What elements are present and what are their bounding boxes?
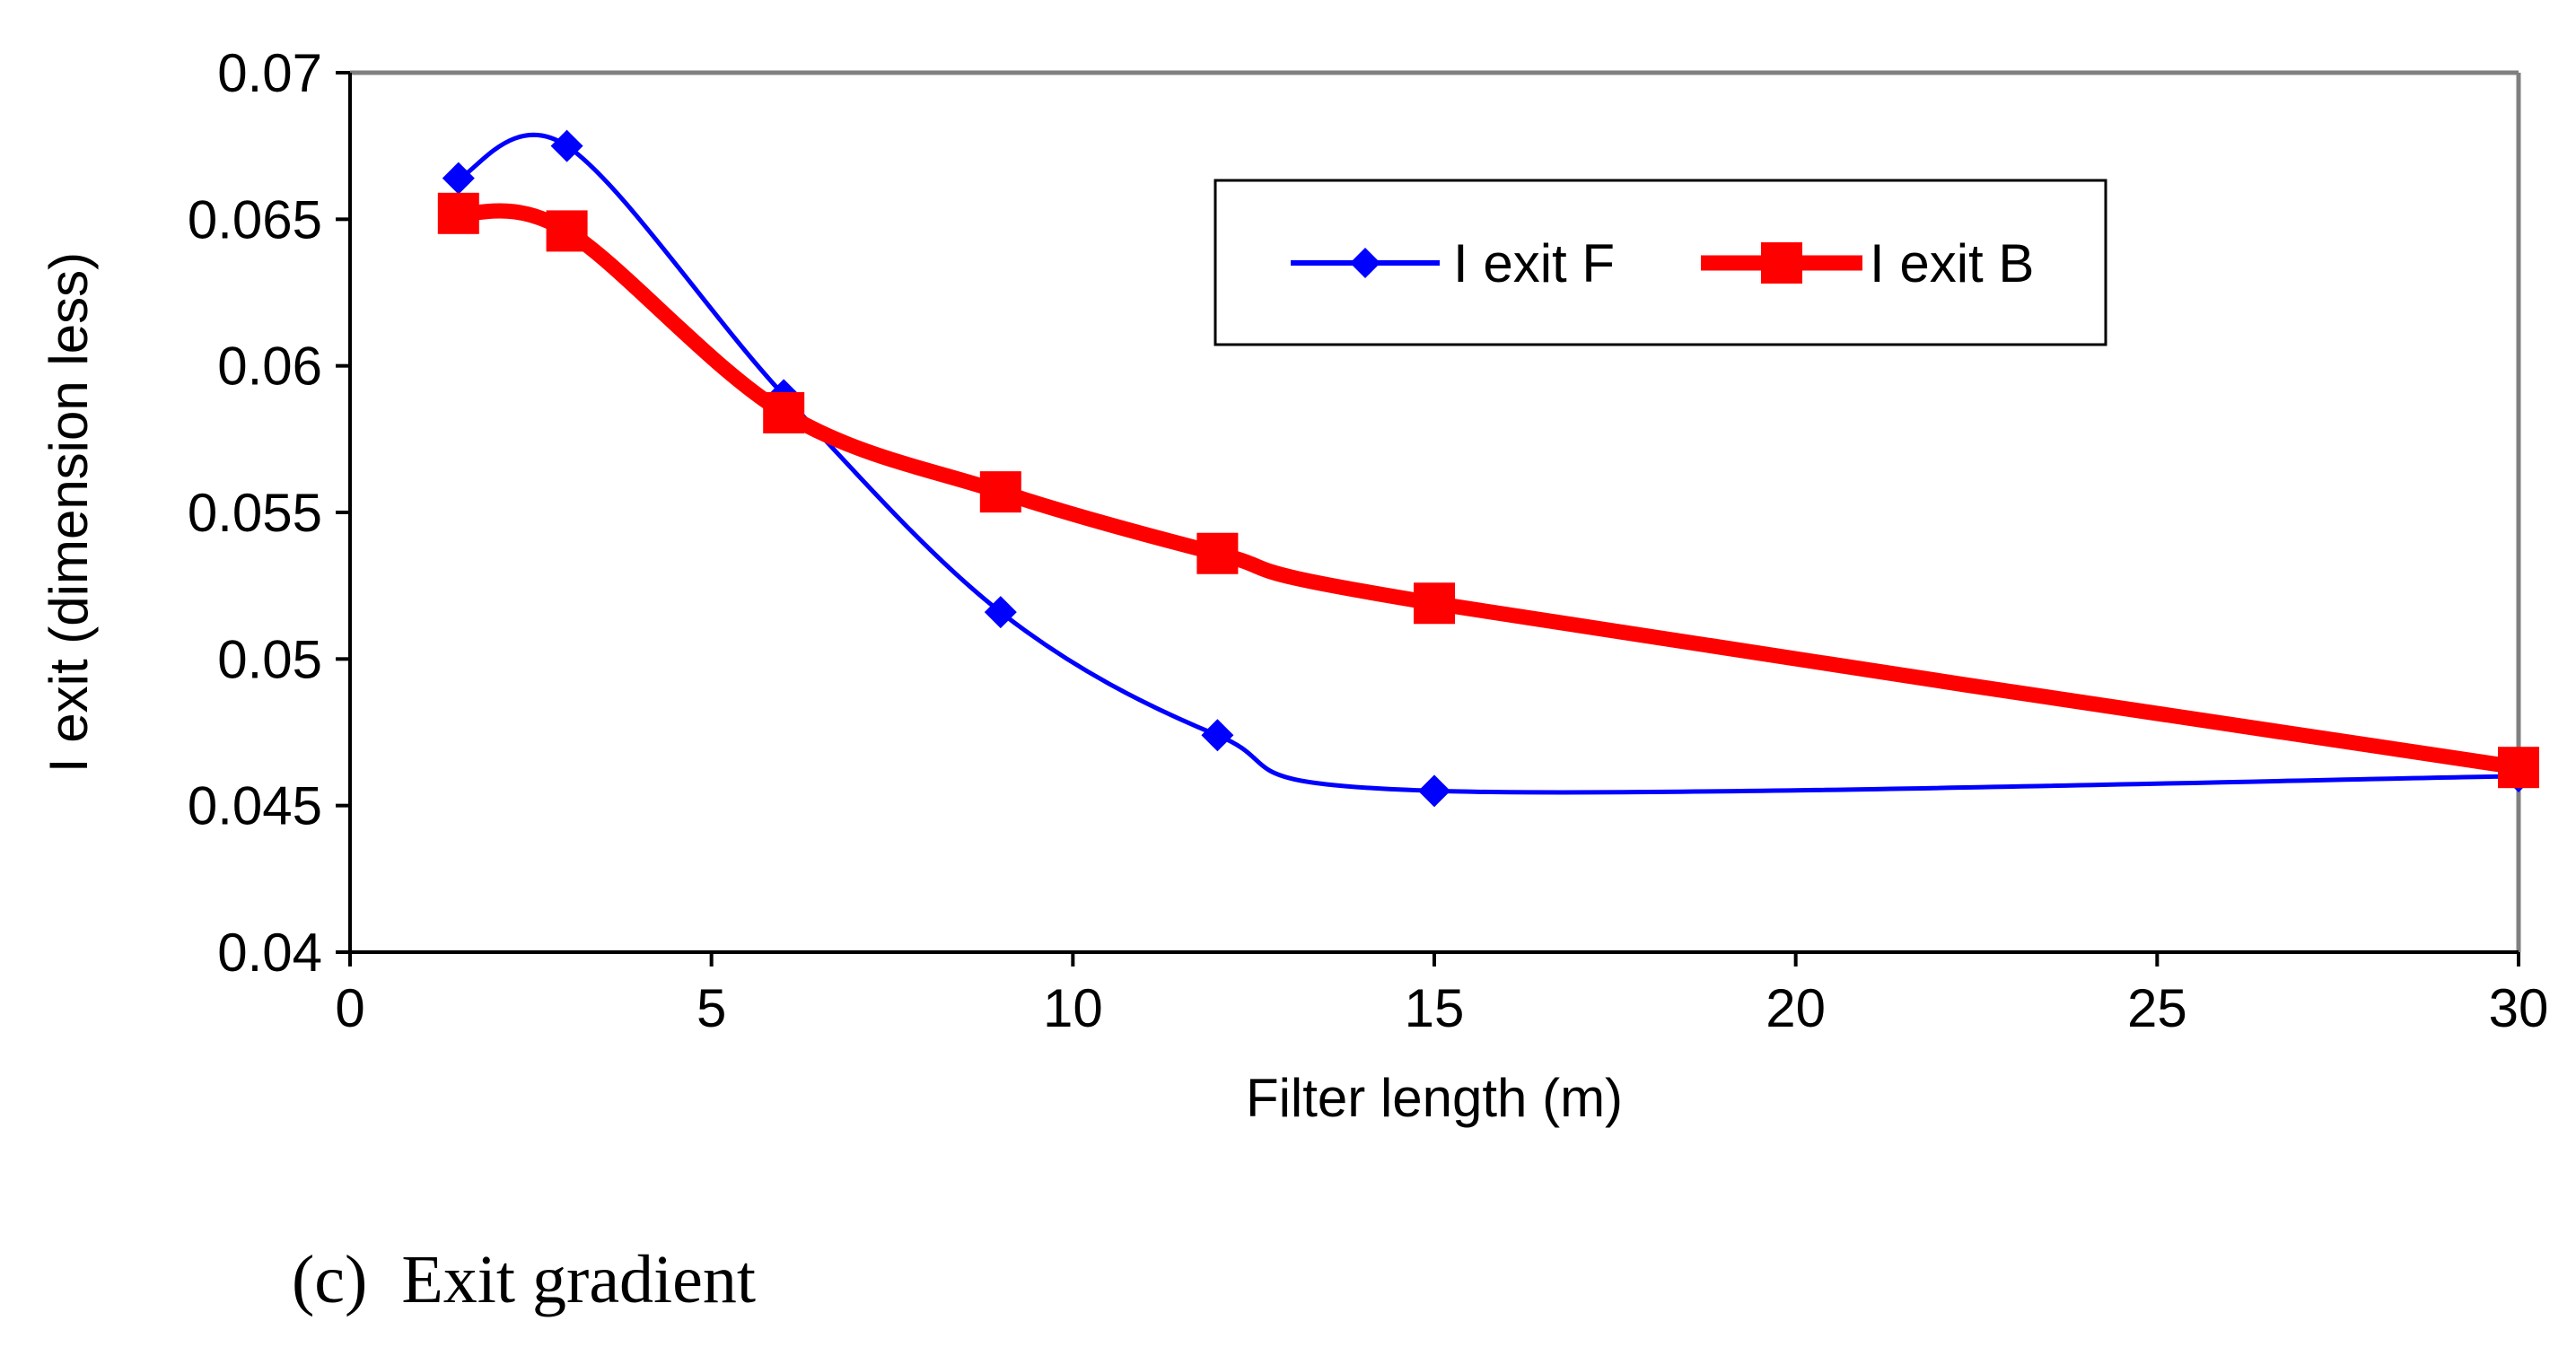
data-point-i-exit-f	[442, 162, 475, 195]
data-point-i-exit-f	[550, 129, 583, 162]
y-tick-label: 0.055	[188, 483, 322, 543]
figure-caption: (c) Exit gradient	[292, 1242, 756, 1317]
legend-entry-i-exit-f: I exit F	[1291, 233, 1615, 293]
x-tick-label: 15	[1405, 978, 1465, 1038]
y-tick-label: 0.065	[188, 189, 322, 249]
y-tick-label: 0.045	[188, 776, 322, 836]
legend-marker-i-exit-f	[1350, 248, 1380, 278]
y-axis-title: I exit (dimension less)	[39, 252, 99, 773]
x-axis-ticks: 0 5 10 15 20 25 30	[335, 952, 2548, 1038]
data-point-i-exit-b	[2498, 747, 2539, 789]
series-line-i-exit-b	[451, 203, 2527, 775]
data-point-i-exit-b	[437, 192, 479, 234]
legend: I exit F I exit B	[1214, 179, 2107, 346]
data-point-i-exit-b	[1196, 532, 1239, 574]
series-line-i-exit-f	[456, 132, 2521, 795]
data-point-i-exit-b	[1414, 582, 1455, 625]
series-layer	[437, 129, 2539, 808]
x-tick-label: 25	[2127, 978, 2187, 1038]
legend-label-i-exit-f: I exit F	[1453, 233, 1615, 293]
x-tick-label: 20	[1766, 978, 1826, 1038]
legend-label-i-exit-b: I exit B	[1870, 233, 2034, 293]
y-axis-ticks: 0.04 0.045 0.05 0.055 0.06 0.065 0.07	[188, 43, 350, 983]
data-point-i-exit-f	[984, 596, 1017, 629]
y-tick-label: 0.06	[217, 337, 322, 397]
data-point-i-exit-b	[979, 471, 1021, 513]
data-point-i-exit-b	[546, 210, 588, 252]
x-tick-label: 10	[1043, 978, 1103, 1038]
data-point-i-exit-f	[1201, 719, 1234, 752]
x-axis-title: Filter length (m)	[1246, 1068, 1623, 1128]
x-tick-label: 0	[335, 978, 364, 1038]
legend-entry-i-exit-b: I exit B	[1701, 233, 2034, 293]
y-tick-label: 0.05	[217, 629, 322, 689]
data-point-i-exit-f	[1418, 774, 1450, 808]
legend-marker-i-exit-b	[1761, 242, 1802, 284]
y-tick-label: 0.07	[217, 43, 322, 103]
x-tick-label: 30	[2489, 978, 2549, 1038]
data-point-i-exit-b	[763, 391, 805, 433]
y-tick-label: 0.04	[217, 923, 322, 983]
x-tick-label: 5	[697, 978, 726, 1038]
